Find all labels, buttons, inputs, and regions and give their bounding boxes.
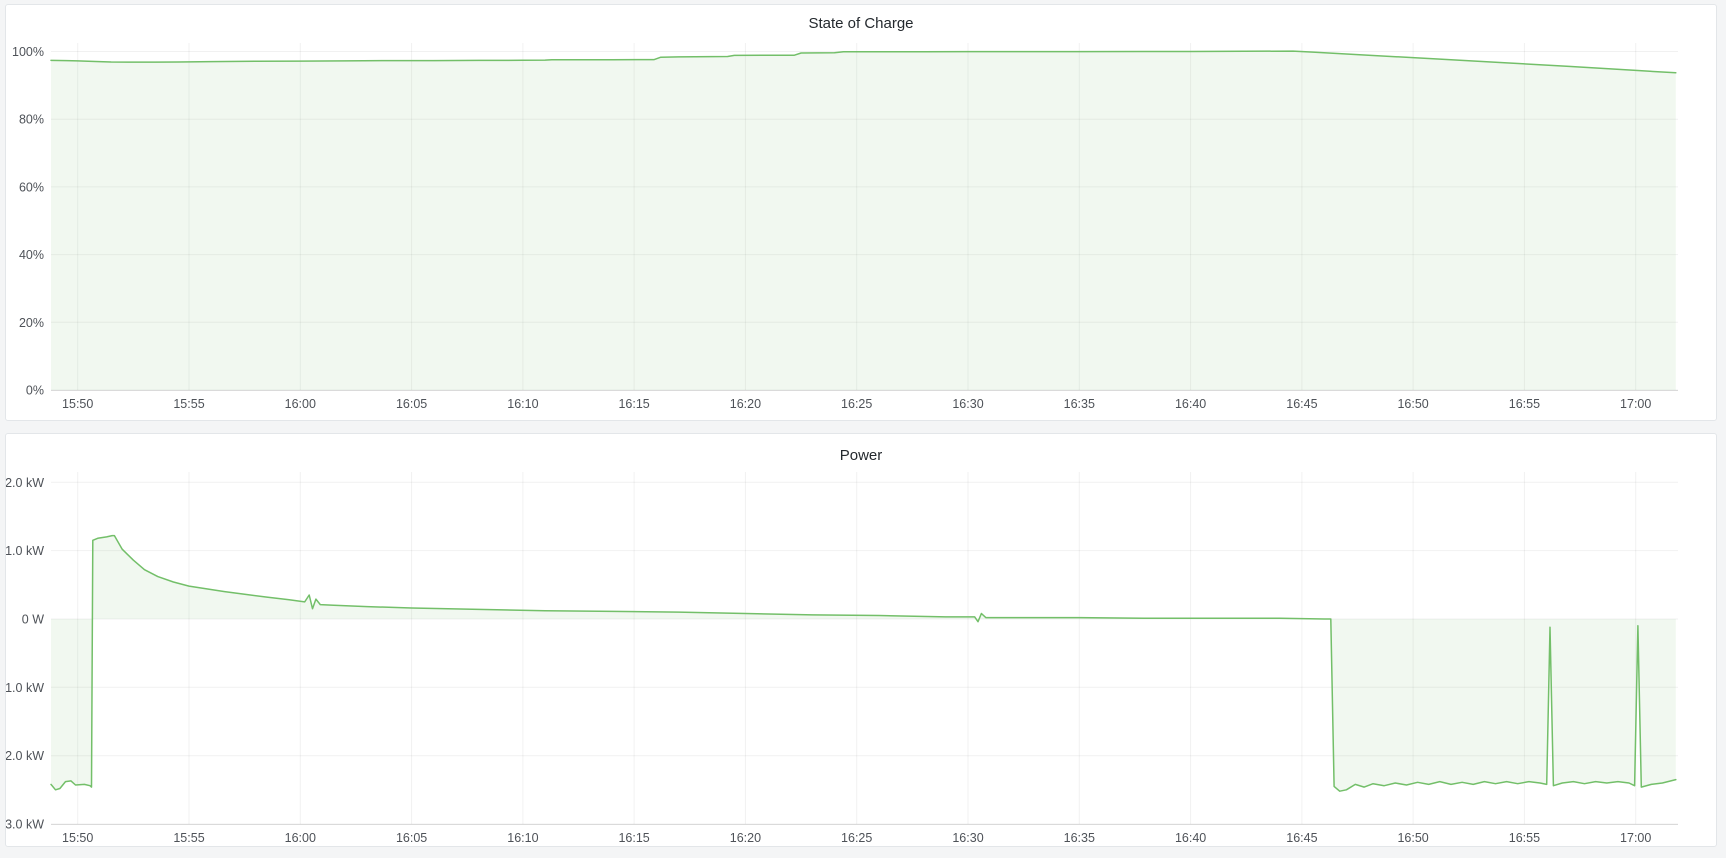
svg-text:16:55: 16:55 xyxy=(1509,397,1540,411)
svg-text:40%: 40% xyxy=(19,248,44,262)
svg-text:16:50: 16:50 xyxy=(1397,831,1428,845)
state-of-charge-chart[interactable]: 0% 20% 40% 60% 80% 100% 15:50 15:55 16:00 16:05 16… xyxy=(6,5,1716,420)
svg-text:16:40: 16:40 xyxy=(1175,397,1206,411)
svg-text:17:00: 17:00 xyxy=(1620,397,1651,411)
svg-text:16:55: 16:55 xyxy=(1509,831,1540,845)
svg-text:16:25: 16:25 xyxy=(841,397,872,411)
svg-text:-2.0 kW: -2.0 kW xyxy=(6,749,44,763)
panel-state-of-charge: State of Charge 0% 20% 40% 60% 80% 100% 15:50 1… xyxy=(5,4,1717,421)
panel-title-state-of-charge[interactable]: State of Charge xyxy=(808,15,914,32)
svg-text:16:45: 16:45 xyxy=(1286,397,1317,411)
svg-text:80%: 80% xyxy=(19,113,44,127)
svg-text:16:20: 16:20 xyxy=(730,831,761,845)
svg-text:0%: 0% xyxy=(26,384,44,398)
svg-text:16:30: 16:30 xyxy=(952,831,983,845)
svg-text:60%: 60% xyxy=(19,180,44,194)
svg-text:-3.0 kW: -3.0 kW xyxy=(6,818,44,832)
svg-text:15:55: 15:55 xyxy=(173,831,204,845)
svg-text:16:45: 16:45 xyxy=(1286,831,1317,845)
svg-text:16:00: 16:00 xyxy=(285,397,316,411)
panel-title-power[interactable]: Power xyxy=(839,447,883,464)
svg-text:16:50: 16:50 xyxy=(1397,397,1428,411)
panel-power: Power 2.0 kW 1.0 kW 0 W -1.0 kW -2.0 kW -3.0 … xyxy=(5,433,1717,847)
svg-text:17:00: 17:00 xyxy=(1620,831,1651,845)
svg-text:100%: 100% xyxy=(12,45,44,59)
svg-text:16:20: 16:20 xyxy=(730,397,761,411)
svg-text:15:55: 15:55 xyxy=(173,397,204,411)
svg-text:16:35: 16:35 xyxy=(1064,397,1095,411)
svg-text:16:00: 16:00 xyxy=(285,831,316,845)
svg-text:16:10: 16:10 xyxy=(507,831,538,845)
svg-text:16:15: 16:15 xyxy=(618,831,649,845)
svg-text:1.0 kW: 1.0 kW xyxy=(6,544,44,558)
svg-text:20%: 20% xyxy=(19,316,44,330)
svg-text:16:40: 16:40 xyxy=(1175,831,1206,845)
svg-text:2.0 kW: 2.0 kW xyxy=(6,476,44,490)
svg-text:16:35: 16:35 xyxy=(1064,831,1095,845)
svg-text:16:15: 16:15 xyxy=(618,397,649,411)
power-chart[interactable]: 2.0 kW 1.0 kW 0 W -1.0 kW -2.0 kW -3.0 kW 15:5… xyxy=(6,434,1716,846)
svg-text:16:05: 16:05 xyxy=(396,831,427,845)
svg-text:15:50: 15:50 xyxy=(62,397,93,411)
svg-text:16:30: 16:30 xyxy=(952,397,983,411)
svg-text:16:25: 16:25 xyxy=(841,831,872,845)
svg-text:-1.0 kW: -1.0 kW xyxy=(6,681,44,695)
svg-text:16:05: 16:05 xyxy=(396,397,427,411)
svg-text:16:10: 16:10 xyxy=(507,397,538,411)
svg-text:0 W: 0 W xyxy=(22,612,44,626)
svg-text:15:50: 15:50 xyxy=(62,831,93,845)
